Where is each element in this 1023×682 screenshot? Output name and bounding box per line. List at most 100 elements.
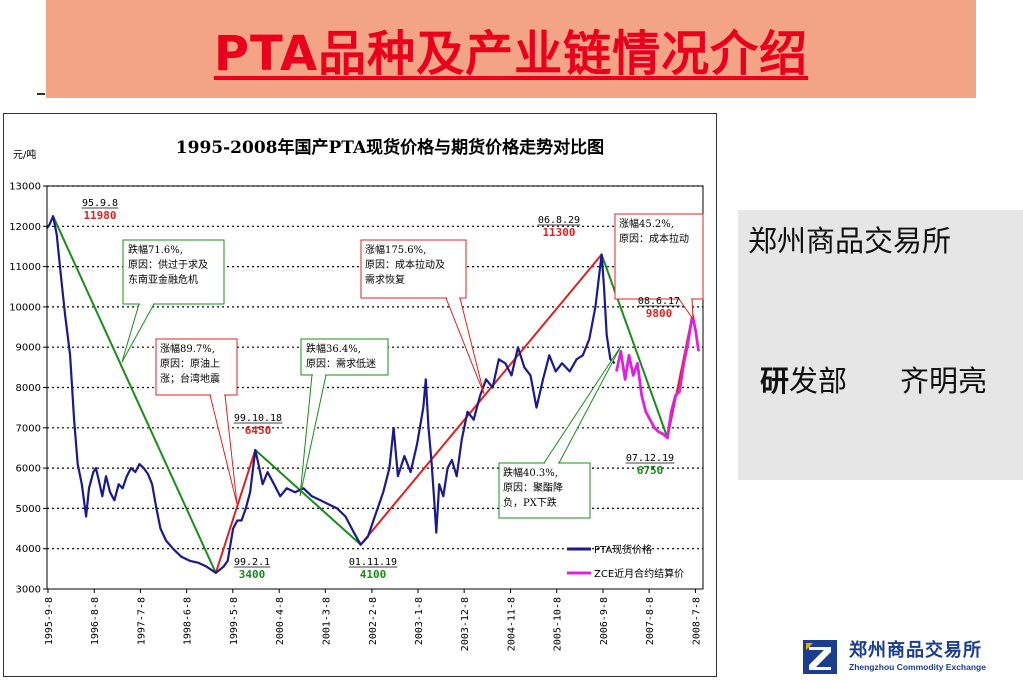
department: 研发部: [760, 358, 847, 400]
x-tick-label: 2000-4-8: [275, 597, 286, 645]
department-rest: 发部: [789, 364, 848, 398]
point-label-value: 9800: [646, 307, 673, 320]
y-tick-label: 6000: [16, 464, 41, 475]
legend-label: PTA现货价格: [594, 543, 652, 556]
annotation-pointer: [299, 374, 327, 497]
point-label-value: 4100: [360, 568, 387, 581]
chart-panel: 3000 4000 5000 6000 7000 8000 9000 10000 11000 12…: [3, 113, 717, 677]
point-label-date: 07.12.19: [626, 453, 674, 464]
x-tick-label: 2003-1-8: [414, 597, 425, 645]
author-name: 齐明亮: [900, 364, 988, 398]
annotation-pointer: [445, 297, 485, 395]
annotation-pointer: [121, 303, 155, 363]
department-first-char: 研: [760, 364, 790, 398]
point-label-date: 99.10.18: [234, 413, 282, 424]
series-line-spot: [46, 215, 616, 574]
y-tick-label: 3000: [16, 585, 41, 596]
x-tick-label: 1995-9-8: [44, 597, 55, 645]
point-label-value: 3400: [239, 568, 266, 581]
y-tick-label: 5000: [16, 504, 41, 515]
point-label-date: 01.11.19: [349, 557, 397, 568]
trend-line: [254, 449, 362, 546]
y-tick-label: 7000: [16, 423, 41, 434]
y-tick-label: 13000: [9, 182, 41, 193]
series-lines: [46, 215, 700, 574]
y-tick-label: 8000: [16, 383, 41, 394]
annotation-box: [360, 239, 467, 299]
point-label-date: 06.8.29: [538, 215, 580, 226]
legend-label: ZCE近月合约结算价: [594, 567, 684, 580]
axes: 3000 4000 5000 6000 7000 8000 9000 10000 11000 12…: [9, 182, 704, 651]
y-tick-label: 10000: [9, 302, 41, 313]
org-name: 郑州商品交易所: [748, 224, 952, 258]
x-tick-label: 2006-9-8: [599, 597, 610, 645]
chart-title: 1995-2008年国产PTA现货价格与期货价格走势对比图: [176, 137, 604, 158]
annotation-text: 涨幅45.2%,: [619, 217, 674, 230]
series-line-futures: [615, 313, 700, 440]
plot-border: [46, 185, 704, 590]
point-label-value: 6750: [637, 464, 664, 477]
annotation-text: 需求恢复: [365, 273, 405, 286]
annotation-box: [155, 338, 238, 396]
annotation-box: [122, 239, 225, 305]
info-panel: 郑州商品交易所 研发部 齐明亮: [738, 210, 1023, 480]
annotation-text: 原因：供过于求及: [128, 258, 208, 271]
annotation-text: 原因：成本拉动: [619, 232, 689, 245]
x-tick-label: 2002-2-8: [368, 597, 379, 645]
annotation-pointer: [209, 394, 238, 505]
x-tick-label: 1998-6-8: [183, 597, 194, 645]
legend: PTA现货价格 ZCE近月合约结算价: [567, 543, 684, 580]
slide-title: PTA品种及产业链情况介绍: [213, 26, 809, 82]
point-label-value: 6450: [245, 424, 272, 437]
trend-line: [214, 449, 257, 574]
x-tick-label: 2008-7-8: [691, 597, 702, 645]
x-tick-label: 2001-3-8: [321, 597, 332, 645]
annotation-text: 跌幅40.3%,: [503, 466, 558, 479]
logo-en-text: Zhengzhou Commodity Exchange: [849, 662, 986, 672]
annotation-text: 原因：需求低迷: [306, 357, 376, 370]
x-tick-label: 1997-7-8: [136, 597, 147, 645]
x-tick-label: 1996-8-8: [90, 597, 101, 645]
point-label-date: 95.9.8: [82, 198, 118, 209]
annotation-text: 跌幅36.4%,: [306, 342, 361, 355]
y-axis-label: 元/吨: [13, 148, 36, 161]
x-tick-label: 1999-5-8: [229, 597, 240, 645]
logo-cn-text: 郑州商品交易所: [849, 640, 982, 661]
annotation-text: 原因：成本拉动及: [365, 258, 445, 271]
x-tick-label: 2005-10-8: [553, 597, 564, 651]
x-tick-label: 2004-11-8: [507, 597, 518, 651]
annotation-text: 东南亚金融危机: [128, 273, 198, 286]
annotation-text: 负，PX下跌: [503, 496, 557, 509]
exchange-logo: 郑州商品交易所 Zhengzhou Commodity Exchange: [803, 632, 1019, 680]
point-label-value: 11300: [542, 226, 575, 239]
annotation-pointer: [678, 298, 694, 321]
trend-line: [52, 215, 217, 574]
annotation-text: 涨；台湾地震: [160, 372, 220, 385]
annotation-box: [498, 462, 591, 519]
annotation-text: 原因：聚酯降: [503, 481, 563, 494]
annotation-text: 涨幅175.6%,: [365, 243, 426, 256]
trend-line: [600, 254, 669, 439]
y-tick-label: 9000: [16, 343, 41, 354]
title-banner: PTA品种及产业链情况介绍: [46, 0, 976, 98]
point-label-date: 08.6.17: [638, 296, 680, 307]
annotation-box: [300, 338, 389, 376]
annotation-pointer: [543, 345, 622, 464]
annotation-text: 涨幅89.7%,: [160, 342, 215, 355]
point-label-value: 11980: [83, 209, 116, 222]
x-tick-label: 2007-8-8: [645, 597, 656, 645]
y-tick-label: 11000: [9, 262, 41, 273]
annotation-text: 跌幅71.6%,: [128, 243, 183, 256]
price-chart: 3000 4000 5000 6000 7000 8000 9000 10000 11000 12…: [9, 137, 704, 651]
annotation-text: 原因：原油上: [160, 357, 220, 370]
trend-line: [359, 253, 603, 546]
title-divider: [37, 93, 45, 95]
x-tick-label: 2003-12-8: [460, 597, 471, 651]
y-tick-label: 4000: [16, 544, 41, 555]
annotation-box: [614, 213, 704, 300]
zce-logo-icon: [803, 640, 837, 674]
point-label-date: 99.2.1: [234, 557, 270, 568]
y-tick-label: 12000: [9, 222, 41, 233]
